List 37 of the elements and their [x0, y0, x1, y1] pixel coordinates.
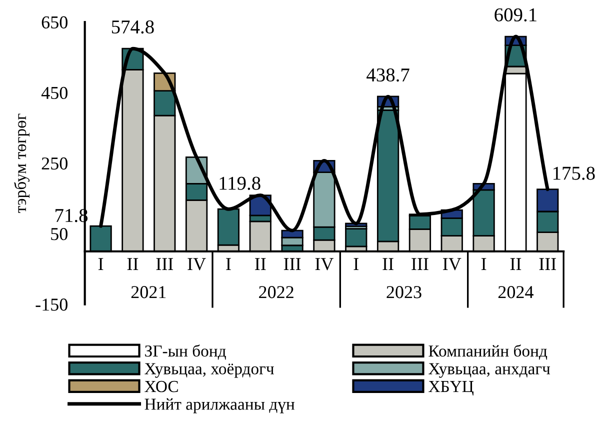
- data-label: 438.7: [366, 68, 410, 82]
- x-tick-label: II: [510, 258, 522, 270]
- annotation: 2022: [259, 286, 294, 298]
- x-tick-label: III: [539, 258, 556, 270]
- annotation: 2023: [386, 286, 422, 298]
- y-tick-label: 650: [42, 16, 68, 28]
- y-tick-label: 450: [41, 86, 68, 100]
- y-tick-label: 250: [42, 157, 68, 170]
- legend-label: Нийт арилжааны дүн: [144, 398, 295, 414]
- data-label: 119.8: [220, 176, 260, 190]
- y-tick-label: 50: [51, 228, 68, 240]
- x-tick-label: II: [127, 258, 138, 270]
- y-tick-label: -150: [36, 298, 68, 311]
- legend-label: ХОС: [144, 380, 178, 392]
- x-tick-label: II: [255, 258, 266, 270]
- x-tick-label: IV: [315, 258, 334, 270]
- x-tick-label: I: [226, 258, 231, 270]
- legend-label: Хувьцаа, хоёрдогч: [144, 363, 274, 378]
- y-axis-title: тэрбум төгрөг: [14, 114, 30, 213]
- annotation: 2024: [498, 286, 534, 298]
- annotation: 2021: [131, 286, 166, 298]
- x-tick-label: III: [156, 258, 174, 270]
- legend-label: Хувьцаа, анхдагч: [428, 363, 550, 378]
- legend-label: ЗГ-ын бонд: [145, 344, 226, 360]
- data-label: 574.8: [112, 20, 154, 34]
- data-label: 609.1: [494, 8, 536, 22]
- x-tick-label: IV: [188, 258, 206, 270]
- legend-label: ХБҮЦ: [428, 381, 474, 396]
- x-tick-label: IV: [443, 258, 462, 270]
- x-tick-label: III: [284, 258, 301, 270]
- data-label: 175.8: [554, 166, 595, 180]
- x-tick-label: I: [354, 258, 358, 270]
- x-tick-label: I: [98, 258, 104, 270]
- x-tick-label: II: [382, 258, 394, 270]
- x-tick-label: III: [412, 258, 428, 270]
- x-tick-label: I: [481, 258, 486, 270]
- legend-label: Компанийн бонд: [428, 344, 548, 360]
